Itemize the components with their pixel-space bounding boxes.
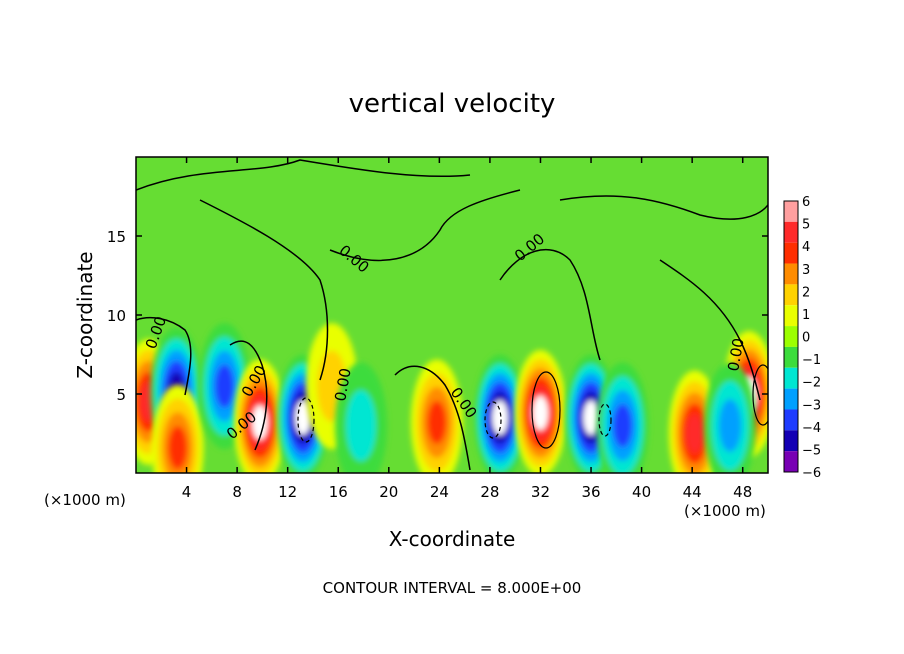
cell-level	[168, 425, 188, 470]
cell-level	[492, 400, 508, 435]
y-tick-label: 5	[116, 386, 126, 404]
colorbar: 6 5 4 3 2 1 0 −1 −2 −3 −4 −5 −6	[783, 195, 821, 481]
x-tick-label: 8	[232, 483, 242, 501]
colorbar-label: 1	[802, 308, 810, 323]
contour-line	[136, 317, 192, 396]
colorbar-swatch	[784, 367, 798, 389]
x-tick-label: 44	[683, 483, 702, 501]
velocity-cells	[136, 323, 768, 473]
colorbar-label: 3	[802, 263, 810, 278]
contour-line	[752, 364, 768, 426]
y-ticks: 5 10 15	[107, 228, 768, 404]
colorbar-swatch	[784, 242, 798, 264]
velocity-cell	[596, 362, 649, 473]
x-tick-label: 28	[480, 483, 499, 501]
x-tick-label: 40	[632, 483, 651, 501]
cell-level	[583, 400, 599, 435]
cell-level	[532, 395, 549, 431]
contour-line	[136, 159, 471, 191]
colorbar-swatch	[784, 430, 798, 452]
colorbar-frame	[783, 200, 799, 473]
colorbar-swatch	[784, 388, 798, 410]
contour-label: 0.00	[724, 337, 748, 373]
contour-line	[199, 199, 329, 381]
cell-level	[686, 414, 704, 453]
colorbar-swatch	[784, 305, 798, 327]
x-tick-label: 12	[278, 483, 297, 501]
colorbar-swatch	[784, 346, 798, 368]
contour-line	[394, 365, 471, 471]
colorbar-label: −1	[802, 353, 821, 368]
x-tick-label: 32	[531, 483, 550, 501]
x-unit-left: (×1000 m)	[44, 491, 126, 509]
contour-line	[499, 249, 601, 361]
velocity-cell	[514, 349, 567, 473]
colorbar-swatch	[784, 451, 798, 472]
colorbar-label: 2	[802, 285, 810, 300]
velocity-cell	[704, 362, 757, 473]
cell-level	[718, 399, 742, 452]
colorbar-swatch	[784, 263, 798, 285]
contour-interval-note: CONTOUR INTERVAL = 8.000E+00	[323, 579, 582, 597]
contour-line	[484, 401, 502, 439]
cell-level	[295, 400, 311, 435]
contour-line	[329, 189, 521, 262]
colorbar-label: 5	[802, 218, 810, 233]
cell-level	[613, 403, 633, 448]
colorbar-label: 6	[802, 195, 810, 210]
contour-line	[531, 371, 561, 449]
x-tick-label: 24	[430, 483, 449, 501]
x-tick-label: 20	[379, 483, 398, 501]
chart-title: vertical velocity	[349, 89, 556, 119]
colorbar-label: −4	[802, 421, 821, 436]
cell-level	[427, 400, 447, 445]
colorbar-swatch	[784, 326, 798, 347]
colorbar-label: −3	[802, 398, 821, 413]
cell-level	[345, 390, 376, 462]
colorbar-label: −6	[802, 466, 821, 481]
velocity-cell	[474, 354, 527, 473]
contour-line	[229, 340, 268, 451]
contour-line	[297, 397, 315, 443]
velocity-cell	[151, 384, 204, 473]
y-tick-label: 15	[107, 228, 126, 246]
contour-line	[559, 195, 768, 220]
colorbar-label: −5	[802, 443, 821, 458]
y-axis-title: Z-coordinate	[73, 251, 97, 378]
cell-level	[214, 364, 234, 408]
x-tick-label: 36	[581, 483, 600, 501]
colorbar-label: 4	[802, 240, 810, 255]
colorbar-swatch	[784, 284, 798, 306]
x-tick-label: 4	[182, 483, 192, 501]
zero-contours	[136, 159, 768, 471]
colorbar-label: 0	[802, 331, 810, 346]
x-tick-label: 16	[329, 483, 348, 501]
plot-area: 0.00 0.00 0.00 0.00 0.00 0.00 0.00 0.00 …	[107, 156, 769, 501]
colorbar-swatch	[784, 409, 798, 431]
x-ticks: 4 8 12 16 20 24 28 32 36 40 44 48	[182, 157, 752, 501]
velocity-cell	[410, 359, 463, 473]
velocity-cell	[334, 362, 387, 473]
cell-level	[252, 405, 268, 440]
x-axis-title: X-coordinate	[389, 527, 516, 551]
contour-label: 0.00	[331, 367, 355, 403]
colorbar-swatch	[784, 221, 798, 243]
x-tick-label: 48	[733, 483, 752, 501]
contour-line	[598, 403, 612, 437]
x-unit-right: (×1000 m)	[684, 502, 766, 520]
y-tick-label: 10	[107, 307, 126, 325]
colorbar-label: −2	[802, 376, 821, 391]
colorbar-swatch	[784, 201, 798, 222]
